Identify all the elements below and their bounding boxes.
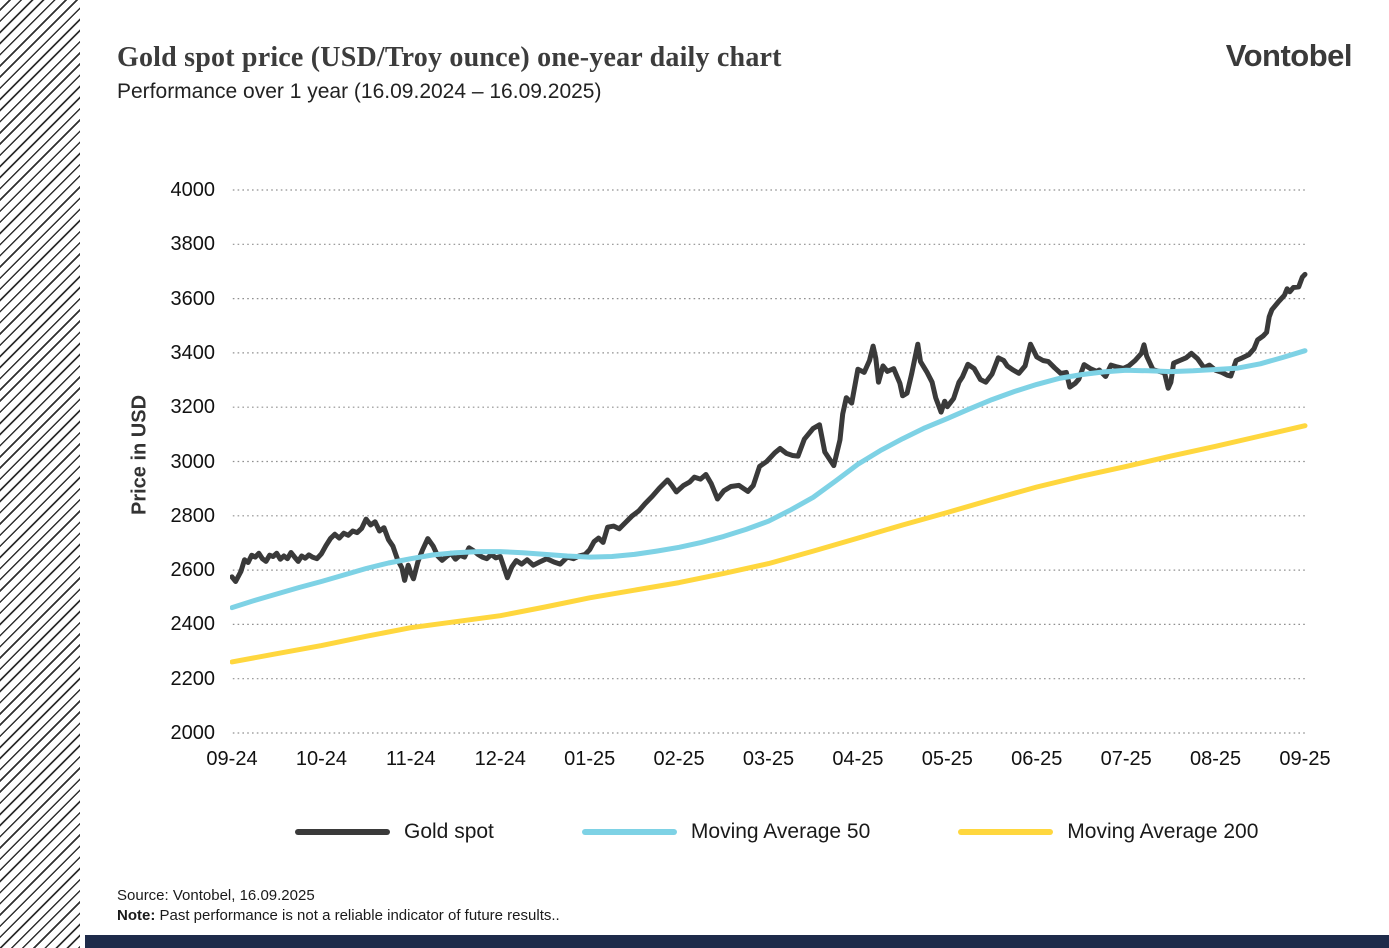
legend-label: Moving Average 50 (690, 820, 871, 843)
x-tick-label: 06-25 (1011, 748, 1063, 770)
gold-spot-line-swatch (295, 829, 390, 835)
footer-accent-bar (85, 935, 1389, 948)
legend-item-moving-average-50: Moving Average 50 (581, 820, 871, 844)
y-tick-label: 3800 (170, 233, 216, 256)
x-tick-label: 03-25 (742, 748, 795, 770)
footer-text: Source: Vontobel, 16.09.2025 Note: Past … (117, 886, 560, 926)
legend-label: Gold spot (404, 820, 494, 843)
legend-item-gold-spot: Gold spot (295, 820, 494, 844)
page-title: Gold spot price (USD/Troy ounce) one-yea… (117, 42, 782, 73)
note-line: Note: Past performance is not a reliable… (117, 906, 560, 926)
source-line: Source: Vontobel, 16.09.2025 (117, 887, 315, 904)
x-tick-label: 09-25 (1279, 748, 1331, 770)
x-tick-label: 05-25 (921, 748, 973, 770)
price-chart-canvas (230, 189, 1308, 734)
x-tick-label: 01-25 (564, 748, 616, 770)
legend-label: Moving Average 200 (1067, 820, 1259, 843)
y-tick-label: 3600 (170, 287, 216, 310)
vontobel-logo: Vontobel (1225, 38, 1353, 73)
x-tick-label: 02-25 (653, 748, 705, 770)
y-tick-label: 3000 (170, 450, 216, 473)
x-axis-labels: 09-24 10-24 11-24 12-24 01-25 02-25 03-25 04-25… (206, 748, 1331, 770)
x-tick-label: 09-24 (206, 748, 258, 770)
legend-item-moving-average-200: Moving Average 200 (958, 820, 1258, 844)
moving-average-50-line-swatch (581, 829, 677, 835)
x-tick-label: 12-24 (474, 748, 526, 770)
x-tick-label: 10-24 (295, 748, 347, 770)
y-tick-label: 2400 (170, 613, 216, 636)
moving-average-200-line-swatch (958, 829, 1054, 835)
note-text: Past performance is not a reliable indic… (155, 907, 560, 924)
x-tick-label: 11-24 (385, 748, 436, 770)
y-tick-label: 2200 (170, 667, 216, 690)
x-tick-label: 08-25 (1190, 748, 1242, 770)
chart-legend: Gold spot Moving Average 50 Moving Avera… (295, 820, 1258, 844)
moving-average-50-line (230, 348, 1308, 611)
moving-average-200-line (230, 423, 1308, 665)
y-tick-label: 4000 (170, 179, 216, 201)
y-tick-label: 2800 (170, 504, 216, 527)
x-tick-label: 07-25 (1100, 748, 1152, 770)
y-tick-label: 2600 (170, 559, 216, 582)
y-tick-label: 3200 (170, 396, 216, 419)
page-subtitle: Performance over 1 year (16.09.2024 – 16… (117, 80, 602, 103)
x-tick-label: 04-25 (832, 748, 884, 770)
decorative-hatch-pattern (0, 0, 80, 948)
y-tick-label: 3400 (170, 341, 216, 364)
y-tick-label: 2000 (170, 722, 216, 744)
y-axis-labels: 4000 3800 3600 3400 3200 3000 2800 2600 2400 2200… (150, 0, 216, 800)
gold-spot-line (230, 271, 1308, 584)
note-label: Note: (117, 907, 156, 924)
